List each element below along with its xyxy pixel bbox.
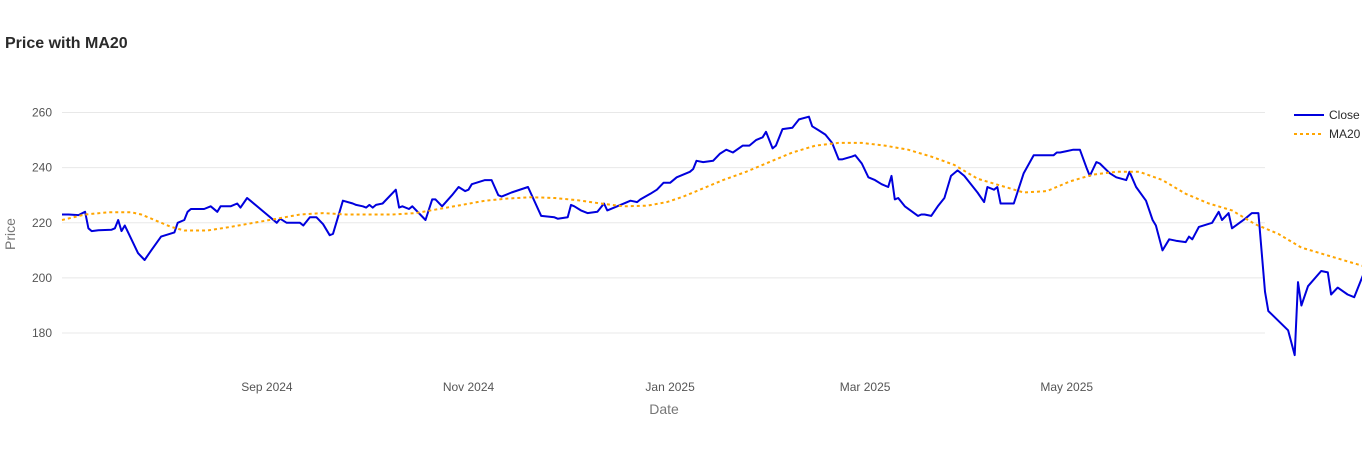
- x-tick-label: May 2025: [1040, 380, 1093, 394]
- y-tick-label: 260: [32, 106, 52, 120]
- x-axis-ticks: Sep 2024 Nov 2024 Jan 2025 Mar 2025 May 2025: [241, 380, 1093, 394]
- x-tick-label: Sep 2024: [241, 380, 293, 394]
- chart-title: Price with MA20: [5, 35, 128, 52]
- y-axis-title: Price: [2, 218, 18, 250]
- series-line-close: [62, 115, 1362, 357]
- legend-label: MA20: [1329, 127, 1361, 141]
- gridlines: [62, 112, 1265, 334]
- x-tick-label: Mar 2025: [840, 380, 891, 394]
- series-line-ma20: [61, 141, 1362, 267]
- y-tick-label: 240: [32, 161, 52, 175]
- x-axis-title: Date: [649, 401, 679, 417]
- y-tick-label: 220: [32, 216, 52, 230]
- series-layer: [61, 115, 1362, 357]
- x-tick-label: Nov 2024: [443, 380, 495, 394]
- y-axis-ticks: 180 200 220 240 260: [32, 106, 52, 341]
- legend-label: Close: [1329, 108, 1360, 122]
- x-tick-label: Jan 2025: [645, 380, 695, 394]
- y-tick-label: 180: [32, 326, 52, 340]
- legend: Close MA20: [1294, 108, 1361, 141]
- y-tick-label: 200: [32, 271, 52, 285]
